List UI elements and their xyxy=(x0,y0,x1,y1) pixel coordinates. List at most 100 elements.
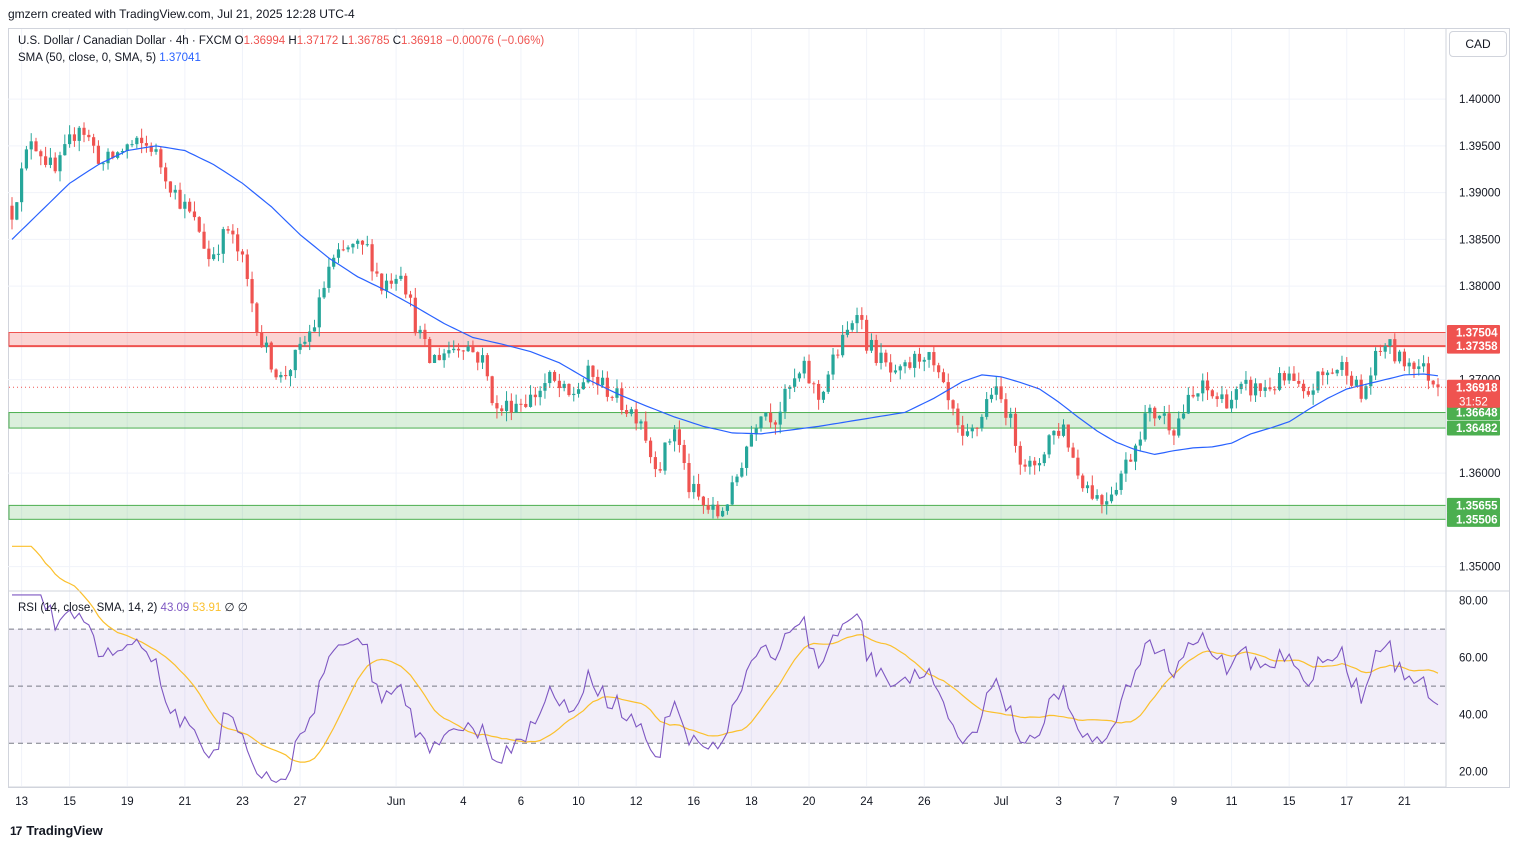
resistance-top-tag xyxy=(1447,325,1500,341)
candle-body xyxy=(1133,445,1138,462)
candle-body xyxy=(1186,394,1190,414)
candle-body xyxy=(889,362,893,373)
candle-body xyxy=(413,297,417,334)
candle-body xyxy=(764,412,768,417)
symbol-title[interactable]: U.S. Dollar / Canadian Dollar · 4h · FXC… xyxy=(18,35,232,47)
candle-body xyxy=(437,354,441,361)
rsi-tick-label: 60.00 xyxy=(1459,653,1488,665)
candle-body xyxy=(740,467,744,477)
candle-body xyxy=(548,371,552,384)
candle-body xyxy=(893,370,898,373)
candle-body xyxy=(1359,379,1363,399)
candle-body xyxy=(879,352,883,364)
sma-line xyxy=(11,145,1439,456)
candle-body xyxy=(1306,391,1310,395)
candle-body xyxy=(980,416,984,429)
time-tick-label: 26 xyxy=(918,796,931,808)
candle-body xyxy=(120,151,125,153)
candle-body xyxy=(308,331,312,342)
candle-body xyxy=(1316,371,1320,391)
candle-body xyxy=(53,157,57,172)
sma-legend[interactable]: SMA (50, close, 0, SMA, 5) 1.37041 xyxy=(18,52,201,64)
candle-body xyxy=(1047,435,1051,455)
chart-credit: gmzern created with TradingView.com, Jul… xyxy=(8,7,355,21)
candle-body xyxy=(639,421,643,424)
candle-body xyxy=(394,278,398,284)
time-tick-label: 20 xyxy=(803,796,816,808)
candle-body xyxy=(653,457,657,470)
candle-body xyxy=(317,297,321,328)
change-value: −0.00076 (−0.06%) xyxy=(445,35,545,47)
candle-body xyxy=(1220,394,1224,400)
candle-body xyxy=(452,348,456,351)
rsi-tick-label: 40.00 xyxy=(1459,710,1488,722)
candle-body xyxy=(845,329,850,335)
candle-body xyxy=(15,202,19,220)
price-zones xyxy=(8,332,1447,520)
candle-body xyxy=(375,271,379,274)
resistance-bottom-tag-text: 1.37358 xyxy=(1456,341,1498,353)
candle-body xyxy=(1282,373,1286,381)
candle-body xyxy=(1143,413,1147,440)
main-legend: U.S. Dollar / Canadian Dollar · 4h · FXC… xyxy=(18,35,545,47)
candle-body xyxy=(154,149,158,152)
candle-body xyxy=(826,374,830,392)
candle-body xyxy=(1071,447,1075,458)
candle-body xyxy=(351,243,355,248)
brand-name: TradingView xyxy=(26,823,103,838)
candle-body xyxy=(404,275,408,295)
grid-lines xyxy=(8,29,1446,786)
candle-body xyxy=(500,408,504,412)
candle-body xyxy=(490,376,494,404)
candle-body xyxy=(648,440,653,458)
candle-body xyxy=(812,383,816,385)
candle-body xyxy=(624,410,629,414)
candle-body xyxy=(1321,371,1325,376)
candle-body xyxy=(951,400,955,409)
rsi-tick-label: 80.00 xyxy=(1459,596,1488,608)
candle-body xyxy=(778,411,782,425)
candle-body xyxy=(970,427,974,432)
time-tick-label: 10 xyxy=(572,796,585,808)
candle-body xyxy=(144,143,149,146)
candle-body xyxy=(1340,362,1344,370)
candle-body xyxy=(312,327,317,332)
candle-body xyxy=(1258,383,1262,391)
candle-body xyxy=(1402,351,1406,367)
last-price-tag-text: 1.36918 xyxy=(1456,382,1498,394)
candle-body xyxy=(543,383,547,391)
candle-body xyxy=(1239,383,1243,390)
time-tick-label: 19 xyxy=(121,796,134,808)
candle-body xyxy=(1383,345,1387,352)
candle-body xyxy=(745,446,749,468)
sma-value: 1.37041 xyxy=(159,52,201,64)
candle-body xyxy=(332,257,336,267)
candles xyxy=(10,122,1440,519)
candle-body xyxy=(101,163,105,165)
candle-body xyxy=(514,403,518,413)
candle-body xyxy=(519,403,523,405)
candle-body xyxy=(288,370,293,377)
rsi-legend[interactable]: RSI (14, close, SMA, 14, 2) 43.09 53.91 … xyxy=(18,600,248,614)
candle-body xyxy=(173,189,177,193)
candle-body xyxy=(692,483,696,493)
candle-body xyxy=(274,369,278,378)
candle-body xyxy=(1225,394,1229,409)
candle-body xyxy=(1373,350,1378,376)
candle-body xyxy=(725,504,730,511)
candle-body xyxy=(399,275,403,279)
candle-body xyxy=(29,141,33,150)
candle-body xyxy=(140,137,144,144)
low-value: 1.36785 xyxy=(347,35,390,47)
candle-body xyxy=(456,348,461,351)
candle-body xyxy=(644,421,648,441)
candle-body xyxy=(1172,430,1176,436)
candle-body xyxy=(1301,383,1306,392)
candle-body xyxy=(423,329,427,340)
candle-body xyxy=(1033,460,1037,466)
candle-body xyxy=(917,353,922,362)
candle-body xyxy=(1153,407,1157,419)
candle-body xyxy=(682,444,686,464)
currency-selector[interactable]: CAD xyxy=(1449,31,1507,57)
